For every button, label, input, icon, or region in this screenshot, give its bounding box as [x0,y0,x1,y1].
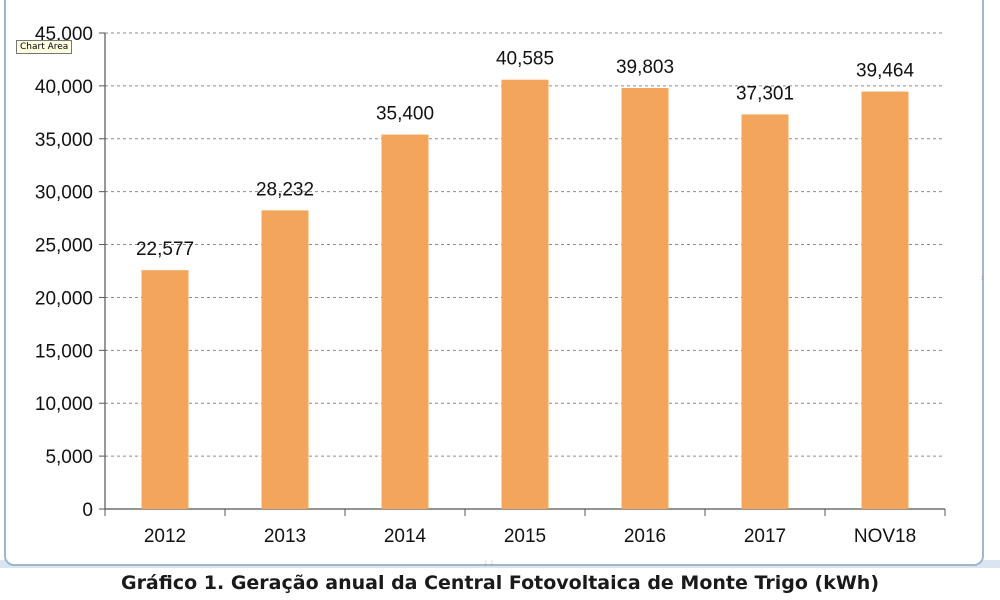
axes [99,32,946,516]
figure-caption: Gráfico 1. Geração anual da Central Foto… [120,572,880,594]
bar [141,270,189,509]
bar [381,134,429,509]
data-label: 39,464 [856,61,915,82]
x-tick-label: 2017 [744,526,786,547]
data-label: 22,577 [136,239,194,260]
data-label: 39,803 [616,57,674,78]
y-tick-label: 15,000 [35,341,93,362]
data-label: 28,232 [256,179,314,200]
y-tick-label: 10,000 [35,394,93,415]
x-tick-label: 2012 [144,526,186,547]
x-tick-label: 2016 [624,526,666,547]
y-tick-label: 45,000 [35,24,93,45]
x-tick-labels: 2012 2013 2014 2015 2016 2017 NOV18 [144,526,916,547]
data-label: 40,585 [496,49,554,70]
x-tick-label: 2014 [384,526,427,547]
y-tick-label: 20,000 [35,288,93,309]
bar [501,79,549,509]
bars [141,79,909,510]
bar [621,87,669,509]
bar-chart: 22,577 28,232 35,400 40,585 39,803 37,301 39,4… [35,24,946,547]
y-tick-label: 0 [82,500,93,521]
y-tick-label: 30,000 [35,183,93,204]
resize-handle-right[interactable]: : [981,275,984,282]
bar [741,114,789,510]
data-labels: 22,577 28,232 35,400 40,585 39,803 37,301 39,4… [136,49,915,260]
y-tick-labels: 0 5,000 10,000 15,000 20,000 25,000 30,000 35,0… [35,24,93,521]
bar [261,210,309,510]
y-tick-label: 5,000 [45,447,93,468]
resize-handle-bottom[interactable]: ⋮⋮ [483,560,495,567]
y-tick-label: 40,000 [35,77,93,98]
chart-area-tooltip: Chart Area [16,40,73,54]
y-tick-label: 25,000 [35,236,93,257]
data-label: 35,400 [376,104,434,125]
x-tick-label: 2015 [504,526,546,547]
x-tick-label: NOV18 [854,526,916,547]
y-tick-label: 35,000 [35,130,93,151]
data-label: 37,301 [736,83,794,104]
x-tick-label: 2013 [264,526,306,547]
bar [861,91,909,509]
